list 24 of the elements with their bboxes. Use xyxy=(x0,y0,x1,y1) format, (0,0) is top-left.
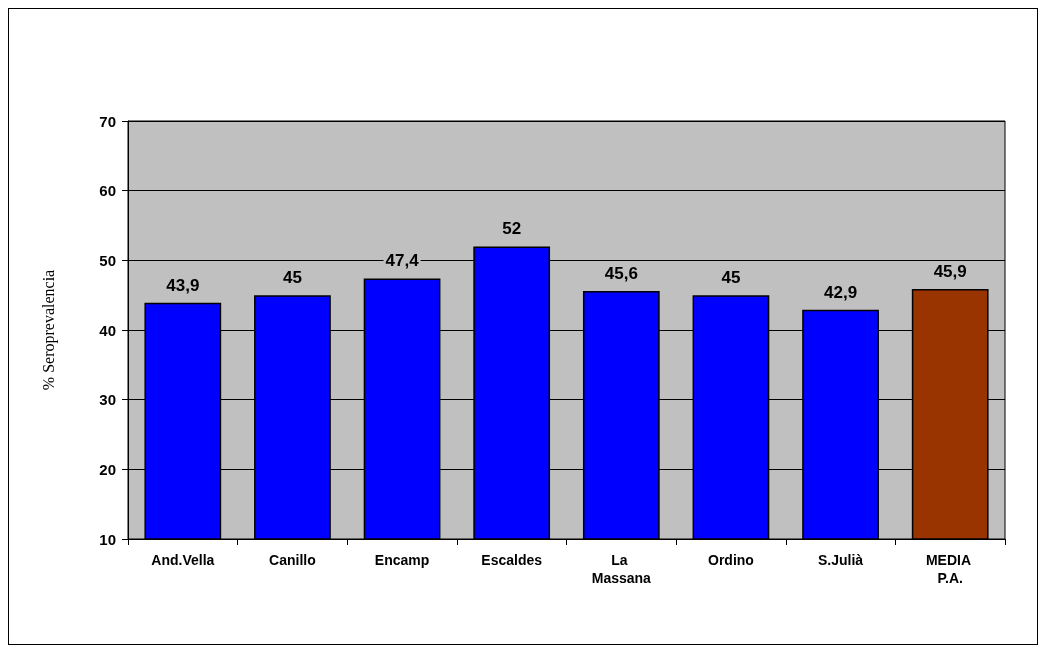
y-tick-label: 20 xyxy=(99,460,116,478)
data-label: 47,4 xyxy=(385,251,420,271)
x-tick-label: S.Julià xyxy=(817,552,864,568)
data-label: 45 xyxy=(721,268,741,288)
x-tick-label: La Massana xyxy=(591,552,652,586)
x-tick-label: Escaldes xyxy=(481,552,543,568)
x-tick-label: Canillo xyxy=(269,552,316,568)
y-tick-label: 50 xyxy=(99,251,116,269)
data-label: 45,6 xyxy=(604,263,638,283)
y-tick-label: 10 xyxy=(99,530,116,548)
data-label: 52 xyxy=(502,219,522,239)
data-label: 45 xyxy=(282,268,302,288)
x-tick-label: And.Vella xyxy=(151,552,215,568)
y-tick-label: 30 xyxy=(99,391,116,409)
data-label: 45,9 xyxy=(933,261,967,281)
y-tick-label: 60 xyxy=(99,182,116,200)
data-label: 43,9 xyxy=(166,275,200,295)
x-tick-label: MEDIA P.A. xyxy=(925,552,975,586)
data-label: 42,9 xyxy=(824,282,858,302)
x-tick-label: Encamp xyxy=(374,552,430,568)
x-tick-label: Ordino xyxy=(707,552,754,568)
y-axis-title: % Seroprevalencia xyxy=(39,269,58,391)
y-tick-label: 40 xyxy=(99,321,116,339)
y-tick-label: 70 xyxy=(99,112,116,130)
